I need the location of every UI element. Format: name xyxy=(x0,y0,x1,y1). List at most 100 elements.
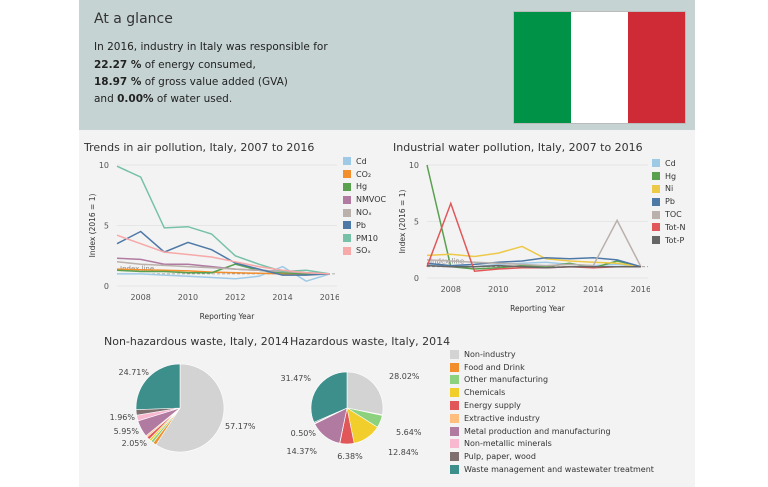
legend-label: Pb xyxy=(356,220,366,230)
legend-label: TOC xyxy=(665,210,682,220)
legend-swatch xyxy=(343,234,351,243)
legend-item-tot-p: Tot-P xyxy=(652,234,685,247)
y-axis-label: Index (2016 = 1) xyxy=(398,190,407,254)
y-tick-label: 0 xyxy=(414,274,419,283)
water-pollution-chart: Index line 0 5 10 2008 2010 2012 2014 2016 Report… xyxy=(398,161,650,313)
pie-data-label: 5.64% xyxy=(396,428,422,437)
legend-swatch xyxy=(343,195,351,204)
pie-data-label: 28.02% xyxy=(389,372,420,381)
x-tick-label: 2008 xyxy=(130,293,150,302)
legend-label: Tot-P xyxy=(665,235,685,245)
legend-swatch xyxy=(450,452,459,462)
x-axis-label: Reporting Year xyxy=(510,304,566,313)
legend-item-hg: Hg xyxy=(652,170,685,183)
legend-swatch xyxy=(450,401,459,411)
nonhazardous-waste-pie: 57.17% 5.95% 2.05% 1.96% 24.71% xyxy=(110,363,256,453)
legend-label: NMVOC xyxy=(356,195,387,205)
pie-data-label: 5.95% xyxy=(114,427,140,436)
flag-stripe-red xyxy=(628,12,685,123)
series-line-hg xyxy=(426,164,642,270)
legend-label: SOₓ xyxy=(356,246,371,256)
series-line-pb xyxy=(426,256,642,268)
pie-data-label: 12.84% xyxy=(388,448,419,457)
y-tick-label: 0 xyxy=(104,282,109,291)
water-prefix: and xyxy=(94,93,118,105)
series-line-toc xyxy=(426,218,642,268)
water-chart-title: Industrial water pollution, Italy, 2007 … xyxy=(393,141,643,154)
legend-swatch xyxy=(343,208,351,217)
legend-swatch xyxy=(652,236,660,245)
water-text: of water used. xyxy=(153,93,233,105)
flag-stripe-green xyxy=(514,12,571,123)
flag-stripe-white xyxy=(571,12,628,123)
x-tick-label: 2014 xyxy=(272,293,292,302)
legend-swatch xyxy=(343,221,351,230)
x-tick-label: 2014 xyxy=(583,285,603,294)
series-line-ni xyxy=(426,245,642,268)
y-tick-label: 5 xyxy=(414,218,419,227)
legend-label: Hg xyxy=(665,171,677,181)
legend-swatch xyxy=(652,223,660,232)
legend-swatch xyxy=(343,246,351,255)
pie-legend-item-non-industry: Non-industry xyxy=(450,348,654,361)
legend-item-cd: Cd xyxy=(343,155,386,168)
glance-title: At a glance xyxy=(94,11,173,27)
series-line-pb xyxy=(116,230,330,276)
glance-gva: 18.97 % of gross value added (GVA) xyxy=(94,76,288,88)
pie-data-label: 0.50% xyxy=(291,429,317,438)
series-line-pm10 xyxy=(116,165,331,275)
x-tick-label: 2010 xyxy=(178,293,198,302)
legend-item-no: NOₓ xyxy=(343,206,386,219)
legend-label: NOₓ xyxy=(356,208,372,218)
legend-swatch xyxy=(450,465,459,475)
gva-value: 18.97 % xyxy=(94,76,142,88)
legend-label: PM10 xyxy=(356,233,378,243)
legend-item-pm10: PM10 xyxy=(343,232,386,245)
pie-data-label: 2.05% xyxy=(122,439,148,448)
x-tick-label: 2012 xyxy=(225,293,245,302)
legend-label: Extractive industry xyxy=(464,413,540,423)
legend-label: Pulp, paper, wood xyxy=(464,452,536,462)
gva-text: of gross value added (GVA) xyxy=(141,76,288,88)
x-tick-label: 2016 xyxy=(631,285,650,294)
glance-energy: 22.27 % of energy consumed, xyxy=(94,59,256,71)
legend-label: Food and Drink xyxy=(464,362,525,372)
pie-data-label: 31.47% xyxy=(280,374,311,383)
legend-label: Metal production and manufacturing xyxy=(464,426,611,436)
legend-label: Pb xyxy=(665,197,675,207)
y-tick-label: 5 xyxy=(104,222,109,231)
water-legend: Cd Hg Ni Pb TOC Tot-N Tot-P xyxy=(652,157,685,247)
y-tick-label: 10 xyxy=(409,161,419,170)
x-tick-label: 2010 xyxy=(488,285,508,294)
series-line-tot-p xyxy=(426,264,641,269)
haz-pie-title: Hazardous waste, Italy, 2014 xyxy=(290,335,451,348)
air-chart-title: Trends in air pollution, Italy, 2007 to … xyxy=(84,141,315,154)
legend-swatch xyxy=(652,184,660,193)
legend-swatch xyxy=(652,210,660,219)
air-legend: Cd CO₂ Hg NMVOC NOₓ Pb PM10 SOₓ xyxy=(343,155,386,257)
legend-item-tot-n: Tot-N xyxy=(652,221,685,234)
legend-label: Other manufacturing xyxy=(464,375,549,385)
legend-label: Cd xyxy=(665,158,676,168)
nonhaz-pie-title: Non-hazardous waste, Italy, 2014 xyxy=(104,335,289,348)
pie-slice-waste-management-and-wastewater-treatment xyxy=(135,363,181,410)
hazardous-waste-pie: 28.02% 5.64% 12.84% 6.38% 14.37% 0.50% 31.47% xyxy=(280,371,422,460)
legend-swatch xyxy=(652,172,660,181)
legend-swatch xyxy=(652,159,660,168)
y-tick-label: 10 xyxy=(99,161,109,170)
series-line-so xyxy=(116,234,330,275)
legend-item-pb: Pb xyxy=(652,195,685,208)
glance-intro: In 2016, industry in Italy was responsib… xyxy=(94,41,328,53)
legend-item-co: CO₂ xyxy=(343,168,386,181)
legend-item-so: SOₓ xyxy=(343,245,386,258)
legend-swatch xyxy=(450,388,459,398)
legend-label: CO₂ xyxy=(356,169,372,179)
energy-value: 22.27 % xyxy=(94,59,142,71)
pie-legend-item-food-and-drink: Food and Drink xyxy=(450,361,654,374)
index-line-label: Index line xyxy=(430,258,464,266)
legend-swatch xyxy=(450,439,459,449)
legend-label: Cd xyxy=(356,156,367,166)
energy-text: of energy consumed, xyxy=(141,59,256,71)
x-tick-label: 2012 xyxy=(536,285,556,294)
